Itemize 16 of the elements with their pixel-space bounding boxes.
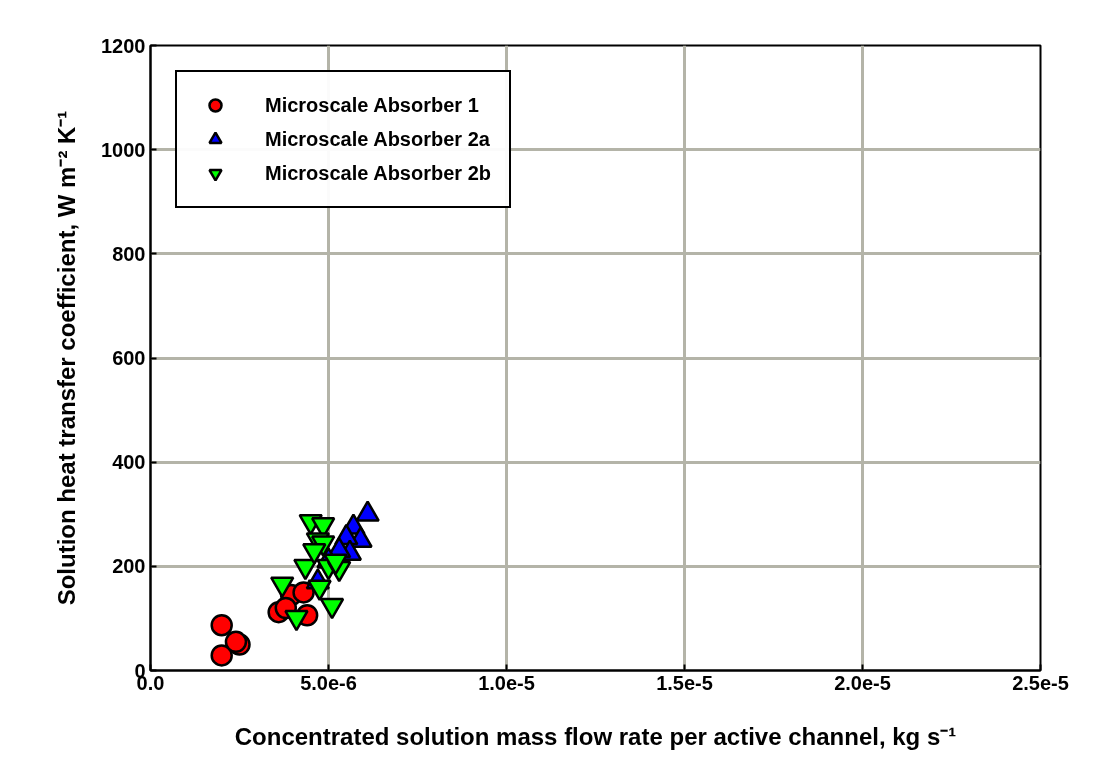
x-tick-label: 2.0e-5 [834, 671, 891, 694]
x-tick-label: 1.5e-5 [656, 671, 713, 694]
y-tick-label: 1200 [101, 34, 146, 57]
legend-label: Microscale Absorber 1 [265, 93, 479, 117]
y-axis-title: Solution heat transfer coefficient, W m⁻² K⁻¹ [53, 110, 81, 606]
legend-label: Microscale Absorber 2b [265, 161, 492, 185]
legend-label: Microscale Absorber 2a [265, 127, 490, 151]
x-tick-label: 1.0e-5 [478, 671, 535, 694]
x-tick-label: 5.0e-6 [300, 671, 357, 694]
y-tick-label: 1000 [101, 138, 146, 161]
y-tick-label: 800 [112, 242, 146, 265]
y-tick-label: 600 [112, 347, 146, 369]
x-axis-title: Concentrated solution mass flow rate per active channel, kg s⁻¹ [234, 722, 957, 750]
y-tick-label: 200 [112, 555, 146, 578]
y-tick-label: 400 [112, 451, 146, 474]
x-tick-label: 2.5e-5 [1012, 671, 1069, 694]
